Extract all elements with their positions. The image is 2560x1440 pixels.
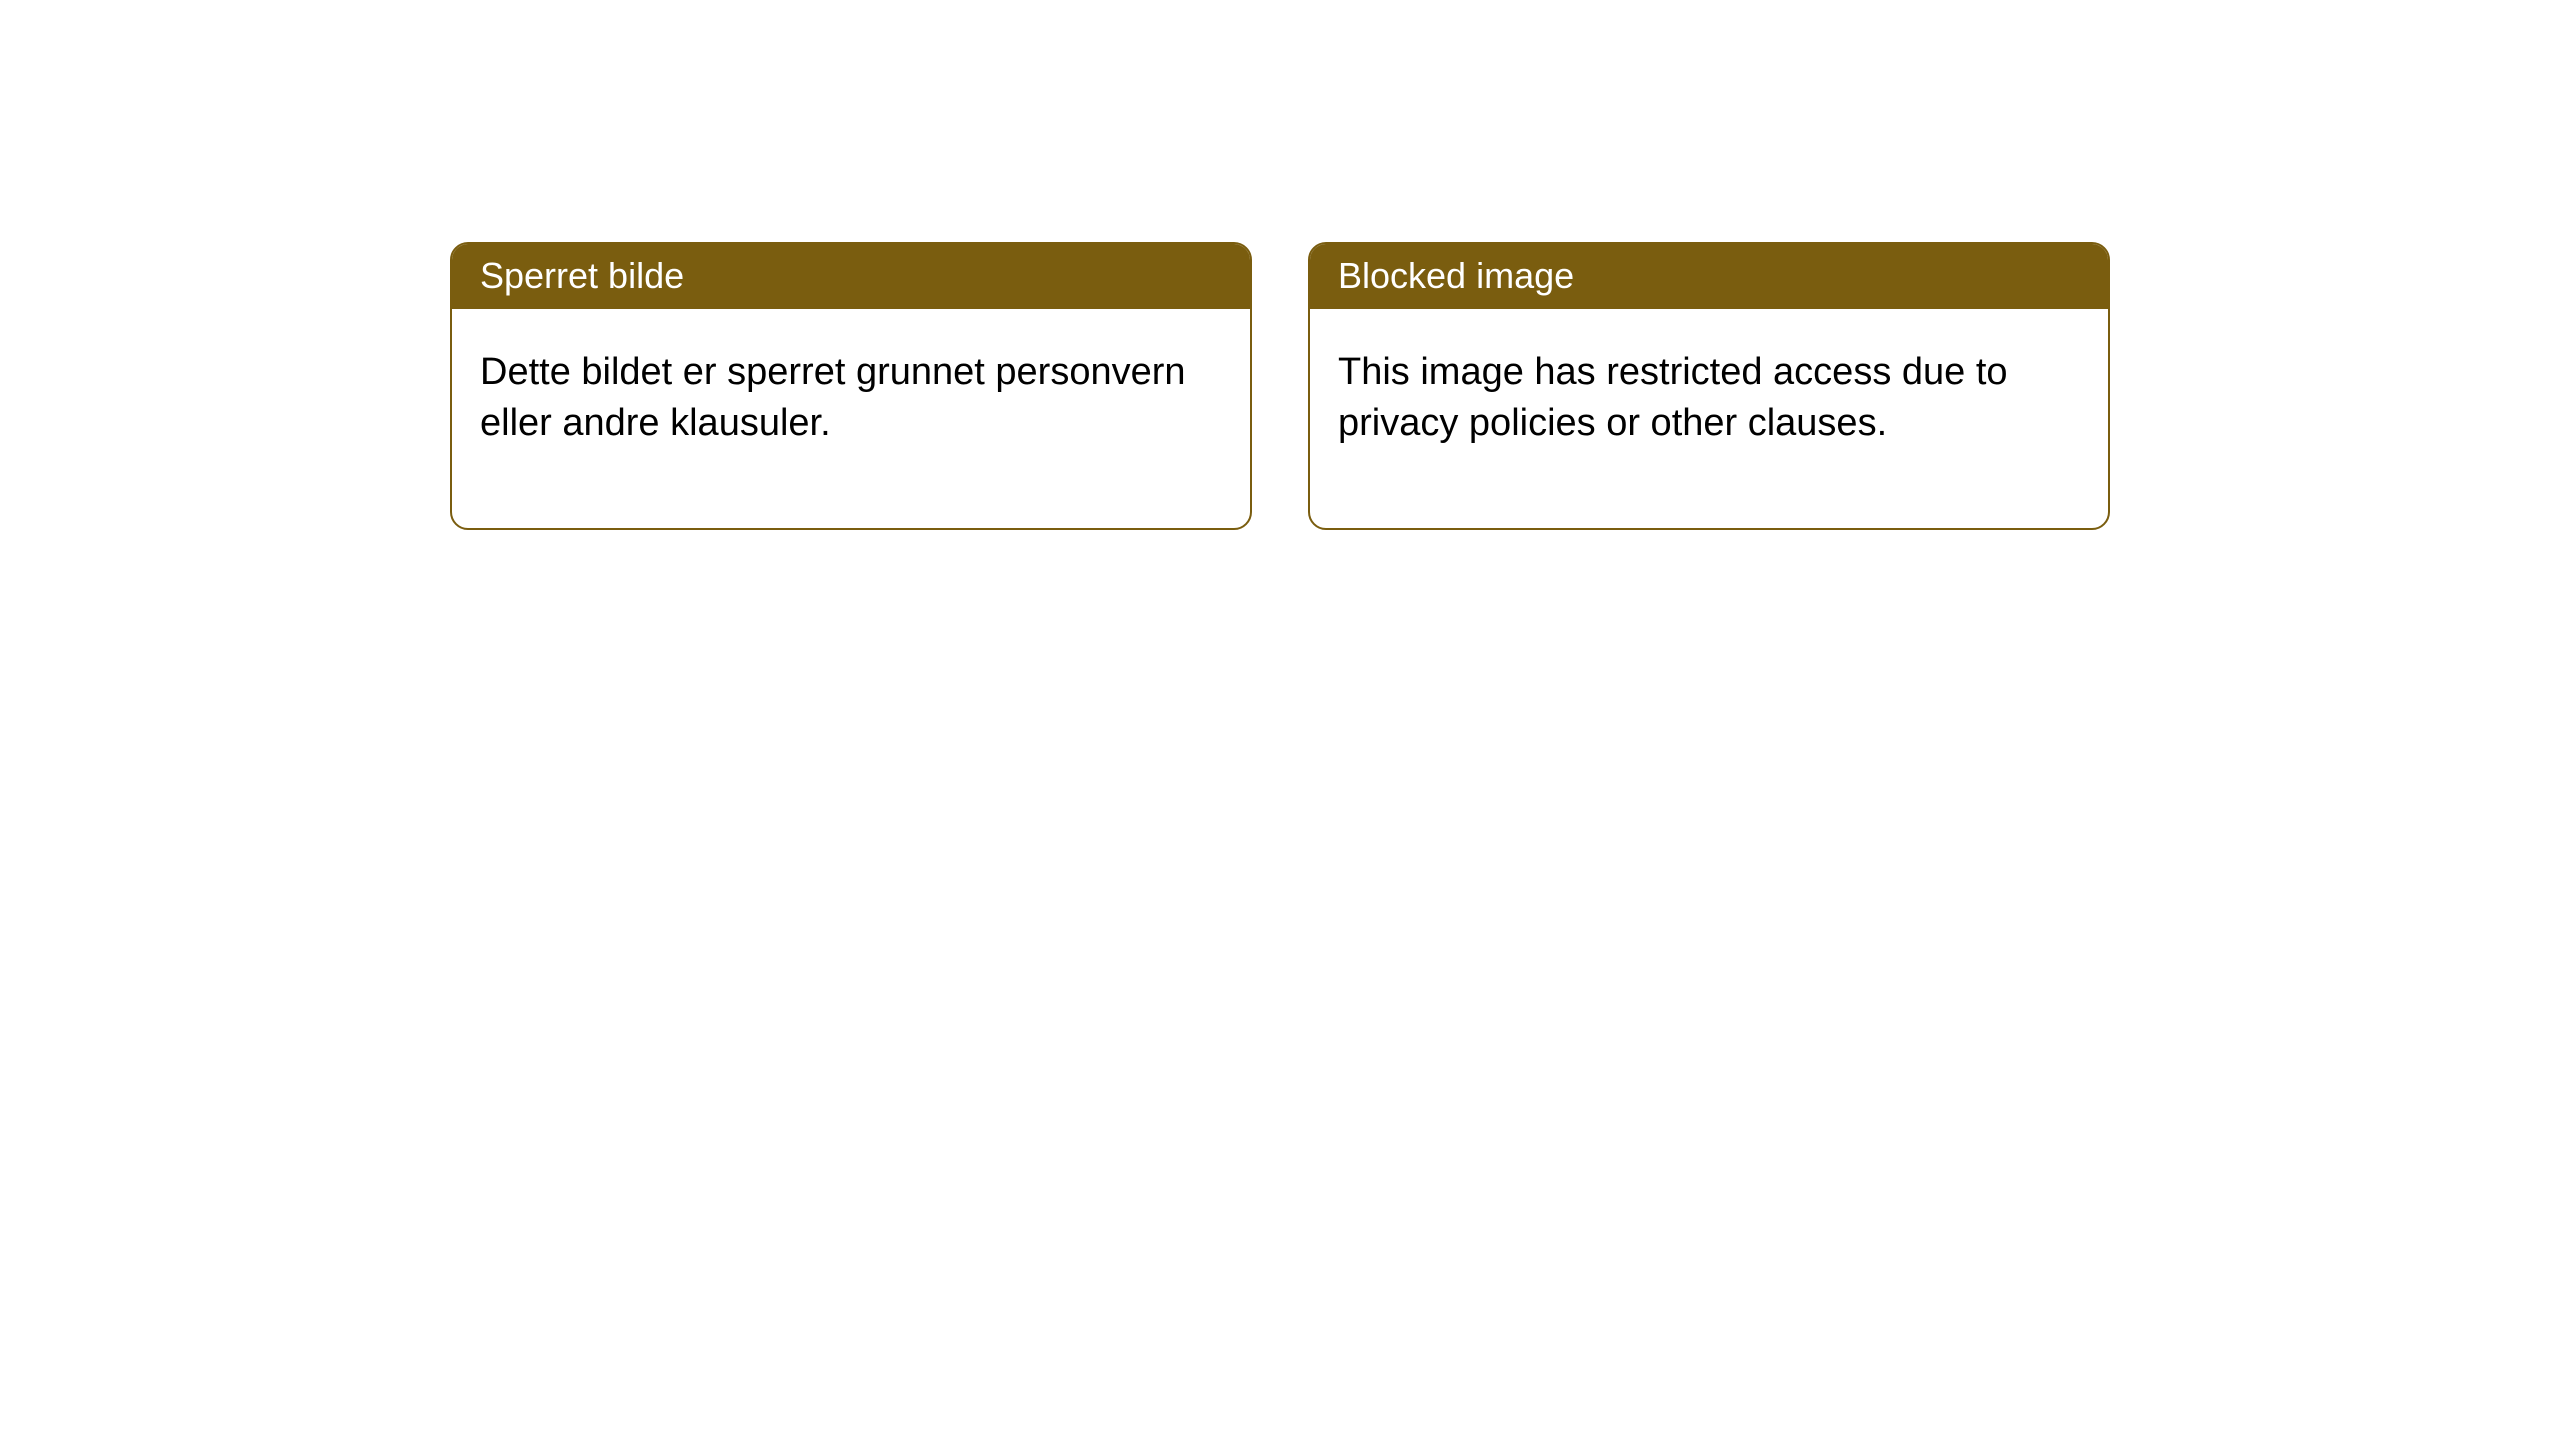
notice-container: Sperret bilde Dette bildet er sperret gr…	[0, 0, 2560, 530]
notice-header: Sperret bilde	[452, 244, 1250, 309]
notice-title: Blocked image	[1338, 255, 1574, 296]
notice-body: Dette bildet er sperret grunnet personve…	[452, 309, 1250, 528]
notice-body-text: Dette bildet er sperret grunnet personve…	[480, 351, 1186, 444]
notice-card-norwegian: Sperret bilde Dette bildet er sperret gr…	[450, 242, 1252, 530]
notice-title: Sperret bilde	[480, 255, 684, 296]
notice-body: This image has restricted access due to …	[1310, 309, 2108, 528]
notice-card-english: Blocked image This image has restricted …	[1308, 242, 2110, 530]
notice-body-text: This image has restricted access due to …	[1338, 351, 2008, 444]
notice-header: Blocked image	[1310, 244, 2108, 309]
